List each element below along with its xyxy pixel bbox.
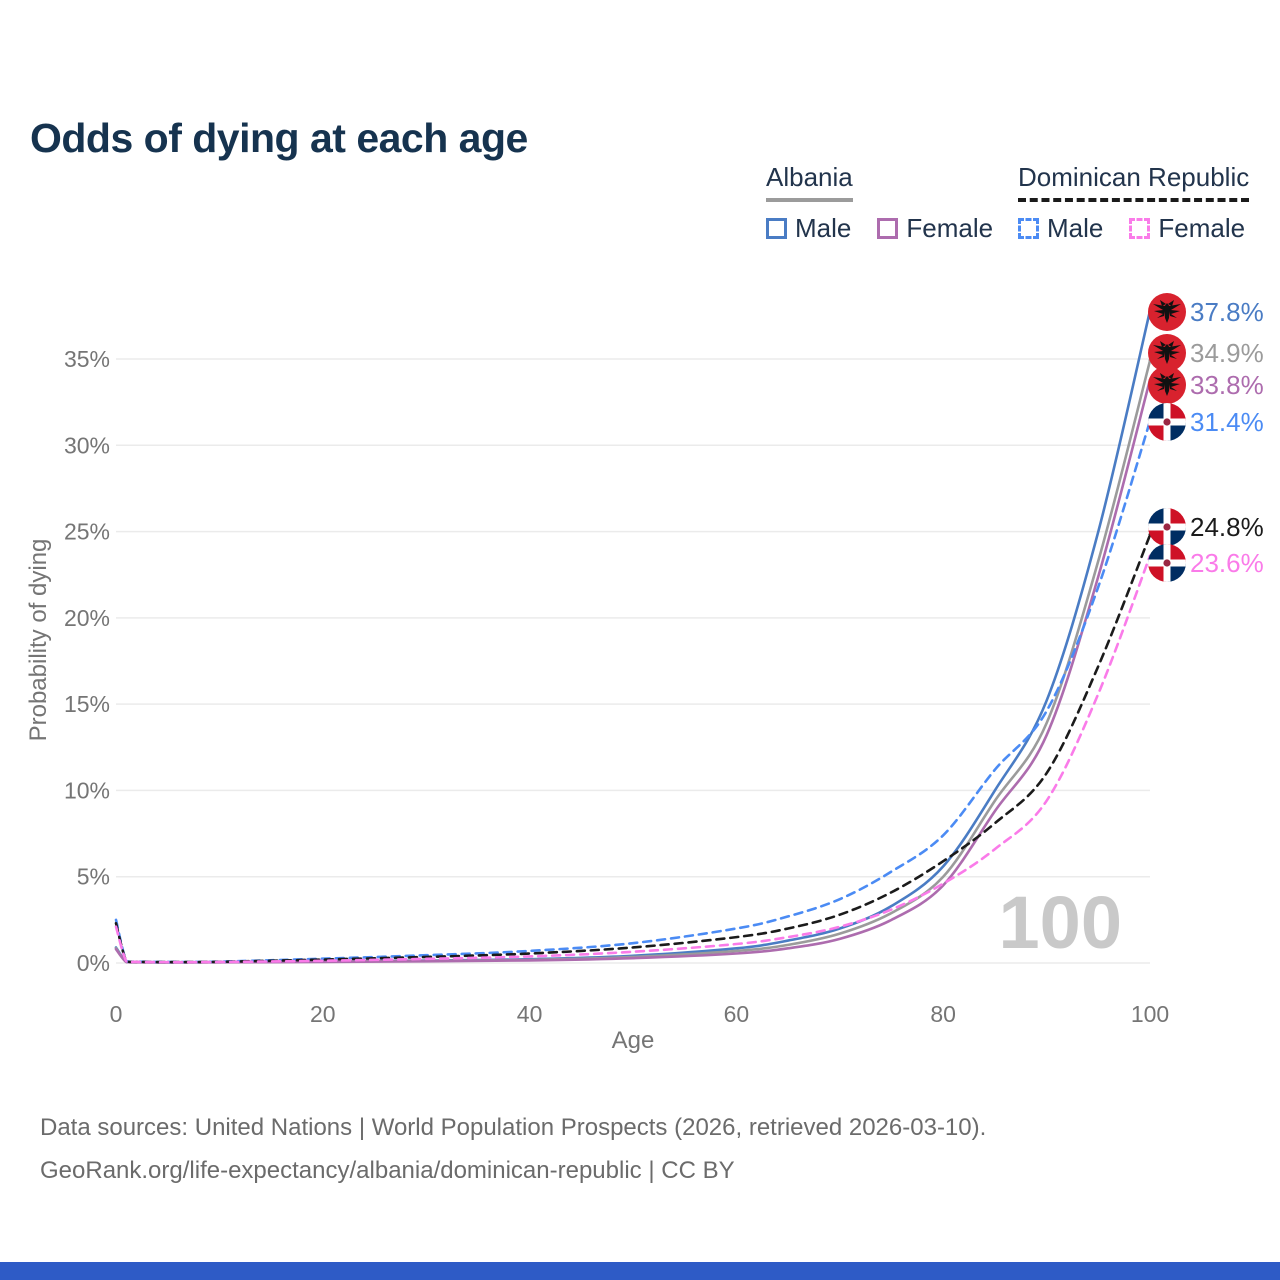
legend-country-dominican-republic: Dominican Republic <box>1018 162 1250 202</box>
y-tick-label: 5% <box>77 864 110 890</box>
legend-items-dominican-republic: Male Female <box>1018 213 1271 244</box>
legend-label-albania-female: Female <box>906 213 994 243</box>
legend-label-dr-male: Male <box>1047 213 1104 243</box>
y-tick-label: 0% <box>77 950 110 976</box>
footer-sources: Data sources: United Nations | World Pop… <box>40 1106 986 1192</box>
albania-flag-icon <box>1148 334 1186 372</box>
bottom-accent-bar <box>0 1262 1280 1280</box>
y-tick-label: 30% <box>64 432 110 458</box>
albania-female-swatch-icon <box>877 218 899 239</box>
dr-male-swatch-icon <box>1018 218 1039 239</box>
y-tick-label: 35% <box>64 346 110 372</box>
albania-flag-icon <box>1148 366 1186 404</box>
legend-item-albania-female[interactable]: Female <box>877 213 993 244</box>
legend-item-albania-male[interactable]: Male <box>766 213 851 244</box>
age-watermark: 100 <box>999 881 1122 964</box>
y-tick-label: 20% <box>64 605 110 631</box>
x-tick-label: 100 <box>1131 1001 1169 1027</box>
x-tick-label: 40 <box>517 1001 543 1027</box>
albania-male-swatch-icon <box>766 218 787 239</box>
chart-title: Odds of dying at each age <box>30 115 528 162</box>
legend-country-albania: Albania <box>766 162 853 202</box>
footer-line-1: Data sources: United Nations | World Pop… <box>40 1114 987 1141</box>
dominican-republic-flag-icon <box>1148 508 1186 546</box>
y-tick-label: 10% <box>64 777 110 803</box>
end-value-label: 33.8% <box>1190 370 1264 400</box>
x-tick-label: 0 <box>110 1001 123 1027</box>
end-value-label: 37.8% <box>1190 297 1264 327</box>
end-value-label: 23.6% <box>1190 548 1264 578</box>
legend-group-dominican-republic: Dominican Republic Male Female <box>1018 162 1271 244</box>
series-line-dominican-republic <box>114 533 1152 964</box>
y-tick-label: 25% <box>64 519 110 545</box>
legend-label-albania-male: Male <box>795 213 852 243</box>
series-line-dominican-republic <box>114 419 1152 964</box>
end-value-label: 24.8% <box>1190 512 1264 542</box>
legend-items-albania: Male Female <box>766 213 1019 244</box>
x-tick-label: 20 <box>310 1001 336 1027</box>
x-tick-label: 80 <box>930 1001 956 1027</box>
legend-label-dr-female: Female <box>1158 213 1246 243</box>
legend-group-albania: Albania Male Female <box>766 162 1019 244</box>
end-value-label: 31.4% <box>1190 407 1264 437</box>
legend-item-dr-male[interactable]: Male <box>1018 213 1103 244</box>
end-value-label: 34.9% <box>1190 338 1264 368</box>
y-axis-title: Probability of dying <box>25 539 52 742</box>
series-line-albania <box>114 359 1152 964</box>
series-line-dominican-republic <box>114 554 1152 964</box>
series-line-albania <box>114 378 1152 964</box>
dominican-republic-flag-icon <box>1148 544 1186 582</box>
dr-female-swatch-icon <box>1129 218 1151 239</box>
x-tick-label: 60 <box>724 1001 750 1027</box>
series-line-albania <box>114 309 1152 964</box>
albania-flag-icon <box>1148 293 1186 331</box>
dominican-republic-flag-icon <box>1148 403 1186 441</box>
y-tick-label: 15% <box>64 691 110 717</box>
footer-line-2[interactable]: GeoRank.org/life-expectancy/albania/domi… <box>40 1157 735 1184</box>
x-axis-title: Age <box>612 1027 655 1054</box>
legend-item-dr-female[interactable]: Female <box>1129 213 1245 244</box>
